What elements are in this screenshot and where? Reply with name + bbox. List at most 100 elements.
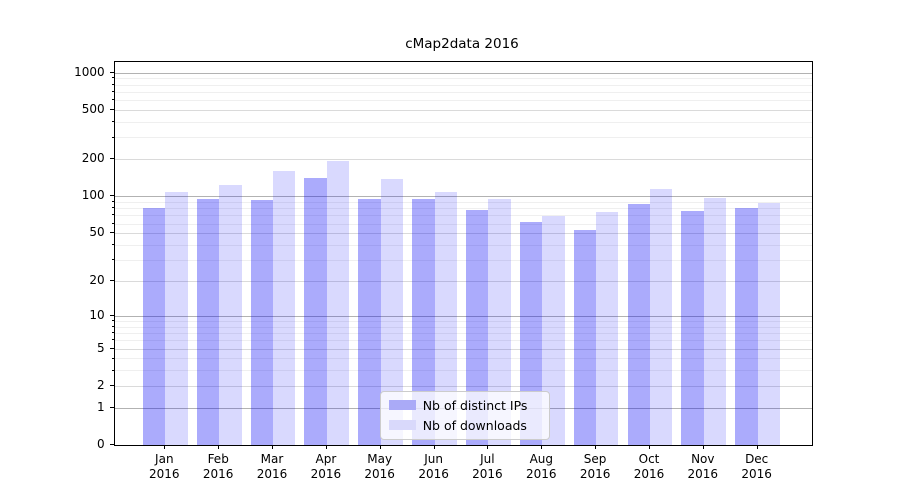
bar-distinct-ips-jun bbox=[412, 199, 435, 446]
gridline-y-100 bbox=[114, 196, 812, 198]
bar-downloads-nov bbox=[703, 197, 727, 446]
x-tick-label-dec: Dec 2016 bbox=[741, 452, 772, 482]
y-tick-mark-20 bbox=[109, 280, 114, 282]
bar-downloads-mar bbox=[272, 170, 296, 446]
x-tick-mark-jan bbox=[164, 445, 166, 450]
bar-downloads-feb bbox=[219, 185, 242, 446]
x-tick-label-feb: Feb 2016 bbox=[202, 452, 234, 482]
x-tick-label-mar: Mar 2016 bbox=[256, 452, 288, 482]
gridline-minor-y-3 bbox=[114, 370, 812, 372]
y-tick-label-1000: 1000 bbox=[74, 64, 105, 79]
bar-distinct-ips-may bbox=[358, 198, 381, 446]
y-tick-label-200: 200 bbox=[81, 151, 105, 166]
bar-downloads-jun bbox=[434, 192, 457, 446]
x-tick-mark-may bbox=[379, 445, 381, 450]
y-tick-label-20: 20 bbox=[89, 273, 105, 288]
x-tick-mark-sep bbox=[595, 445, 597, 450]
gridline-minor-y-700 bbox=[114, 91, 812, 93]
y-minor-tick-mark-8 bbox=[111, 325, 114, 327]
gridline-minor-y-4 bbox=[114, 358, 812, 360]
y-tick-label-0: 0 bbox=[97, 437, 105, 452]
gridline-minor-y-80 bbox=[114, 208, 812, 210]
y-minor-tick-mark-60 bbox=[111, 222, 114, 224]
y-minor-tick-mark-6 bbox=[111, 339, 114, 341]
x-tick-label-jul: Jul 2016 bbox=[472, 452, 503, 482]
y-tick-mark-1 bbox=[109, 406, 114, 408]
bar-distinct-ips-jan bbox=[142, 208, 166, 446]
bar-distinct-ips-sep bbox=[573, 230, 597, 446]
x-tick-label-jan: Jan 2016 bbox=[149, 452, 180, 482]
y-minor-tick-mark-90 bbox=[111, 201, 114, 202]
gridline-y-5 bbox=[114, 348, 812, 350]
y-tick-mark-50 bbox=[109, 232, 114, 234]
x-tick-label-sep: Sep 2016 bbox=[579, 452, 611, 482]
x-tick-mark-jul bbox=[487, 445, 489, 450]
legend-entry-downloads: Nb of downloads bbox=[388, 417, 541, 433]
gridline-y-50 bbox=[114, 233, 812, 235]
bar-distinct-ips-aug bbox=[519, 221, 543, 446]
y-minor-tick-mark-600 bbox=[111, 99, 114, 101]
gridline-minor-y-90 bbox=[114, 201, 812, 203]
y-tick-label-2: 2 bbox=[97, 378, 105, 393]
gridline-minor-y-70 bbox=[114, 215, 812, 217]
x-tick-label-may: May 2016 bbox=[364, 452, 395, 482]
y-minor-tick-mark-4 bbox=[111, 357, 114, 359]
gridline-minor-y-300 bbox=[114, 137, 812, 139]
y-minor-tick-mark-7 bbox=[111, 332, 114, 334]
y-tick-label-10: 10 bbox=[89, 307, 105, 322]
bar-downloads-jul bbox=[488, 198, 511, 446]
y-tick-label-100: 100 bbox=[81, 188, 105, 203]
y-minor-tick-mark-700 bbox=[111, 90, 114, 92]
gridline-y-500 bbox=[114, 109, 812, 111]
legend-swatch-downloads bbox=[388, 420, 416, 431]
bar-distinct-ips-dec bbox=[735, 208, 758, 446]
x-tick-mark-oct bbox=[649, 445, 650, 450]
y-minor-tick-mark-70 bbox=[111, 214, 114, 216]
y-tick-mark-2 bbox=[109, 385, 114, 387]
y-tick-mark-5 bbox=[109, 347, 114, 349]
bar-downloads-sep bbox=[596, 212, 619, 446]
plot-area: Nb of distinct IPs Nb of downloads bbox=[113, 60, 813, 447]
gridline-minor-y-9 bbox=[114, 321, 812, 323]
gridline-minor-y-30 bbox=[114, 260, 812, 262]
x-tick-label-apr: Apr 2016 bbox=[310, 452, 342, 482]
x-tick-label-nov: Nov 2016 bbox=[687, 452, 719, 482]
y-minor-tick-mark-400 bbox=[111, 121, 114, 122]
bar-distinct-ips-mar bbox=[250, 199, 273, 446]
gridline-minor-y-400 bbox=[114, 121, 812, 123]
x-tick-mark-nov bbox=[702, 445, 704, 450]
y-minor-tick-mark-30 bbox=[111, 259, 114, 261]
bar-downloads-jan bbox=[165, 191, 188, 446]
x-tick-label-oct: Oct 2016 bbox=[633, 452, 665, 482]
y-tick-label-5: 5 bbox=[97, 340, 105, 355]
gridline-minor-y-7 bbox=[114, 333, 812, 335]
x-tick-label-jun: Jun 2016 bbox=[418, 452, 449, 482]
y-tick-label-50: 50 bbox=[89, 225, 105, 240]
x-tick-mark-apr bbox=[325, 445, 327, 450]
legend-label-distinct-ips: Nb of distinct IPs bbox=[422, 397, 528, 413]
bar-downloads-aug bbox=[542, 216, 565, 446]
y-minor-tick-mark-9 bbox=[111, 320, 114, 322]
legend-swatch-distinct-ips bbox=[388, 400, 416, 411]
y-minor-tick-mark-900 bbox=[111, 77, 114, 79]
gridline-minor-y-800 bbox=[114, 84, 812, 86]
y-minor-tick-mark-300 bbox=[111, 136, 114, 138]
chart-title: cMap2data 2016 bbox=[405, 36, 519, 52]
y-tick-mark-10 bbox=[109, 315, 114, 316]
bar-downloads-may bbox=[380, 179, 404, 446]
x-tick-mark-mar bbox=[272, 445, 273, 450]
bar-downloads-oct bbox=[649, 189, 673, 446]
y-tick-mark-500 bbox=[109, 109, 114, 110]
y-minor-tick-mark-40 bbox=[111, 244, 114, 245]
gridline-y-2 bbox=[114, 386, 812, 388]
bar-distinct-ips-nov bbox=[681, 210, 704, 446]
bar-downloads-dec bbox=[757, 202, 781, 446]
legend-entry-distinct-ips: Nb of distinct IPs bbox=[388, 397, 541, 413]
x-tick-mark-feb bbox=[218, 445, 220, 450]
x-tick-label-aug: Aug 2016 bbox=[526, 452, 557, 482]
gridline-minor-y-6 bbox=[114, 340, 812, 342]
bar-distinct-ips-feb bbox=[196, 198, 220, 446]
legend-label-downloads: Nb of downloads bbox=[422, 417, 527, 433]
gridline-y-10 bbox=[114, 315, 812, 317]
